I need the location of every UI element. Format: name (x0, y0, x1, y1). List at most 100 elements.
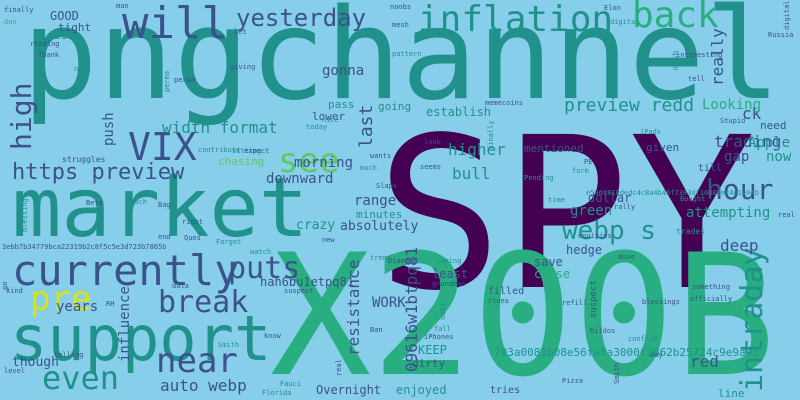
word-iphones: Dildos (590, 327, 616, 335)
word-ban: iPhones (424, 333, 454, 341)
word-now: now (766, 149, 792, 165)
word-pizza: telling (54, 351, 84, 359)
word-nice: nice (322, 116, 339, 124)
word-need: given (646, 141, 680, 154)
word-enjoyed: enjoyed (396, 383, 447, 397)
word-digital: Russia (768, 31, 794, 39)
word-contribute: contribute (198, 146, 241, 154)
word-struggles: struggles (62, 155, 106, 164)
word-perma: giving (230, 63, 256, 71)
word-influence: memecoins (485, 99, 523, 107)
word-last: last (356, 104, 377, 148)
word-793a-hash: tries (490, 385, 521, 396)
word-range: range (354, 193, 397, 209)
word-given: mentioned (524, 142, 584, 155)
word-blessings: blessings (642, 298, 680, 306)
word-attempting: attempting (686, 205, 771, 221)
word-keep: 793a0081b08e56fafa3000f2862b25724c9e9a93 (494, 346, 759, 359)
word-nfts: perma (174, 76, 196, 84)
word-dildos: confirm (628, 335, 658, 343)
word-noobs: mesh (392, 21, 409, 29)
word-real: real (778, 211, 795, 219)
word-bull: bull (452, 164, 491, 183)
word-seems: much (360, 164, 377, 172)
word-expect: expect (244, 147, 270, 155)
word-clues: Ban (370, 326, 383, 334)
word-downward: downward (266, 171, 334, 187)
word-absolutely: absolutely (340, 219, 419, 234)
word-know: know (264, 332, 281, 340)
word-hah6bu1etpq81: hah6bu1etpq81 (260, 275, 354, 289)
word-reach: right (182, 218, 204, 226)
word-looking: Looking (702, 97, 762, 113)
word-morning: morning (294, 155, 354, 171)
word-crazy: crazy (296, 218, 336, 233)
word-good: GOOD (50, 9, 79, 23)
word-x200b: X200B (270, 218, 776, 400)
word-refill: refill (562, 299, 588, 307)
word-spy: SPY (376, 92, 756, 337)
word-line: filled (488, 286, 525, 297)
word-bought: Bought (680, 195, 706, 203)
word-will: will (122, 0, 228, 49)
word-rh: Bets (86, 199, 103, 207)
word-chasing: e59df810dedc4c8a4b46f7383df10888ec4e1e04… (586, 189, 759, 197)
word-russia: noobs (390, 3, 412, 11)
word-trades: chasing (218, 155, 265, 168)
word-pass: pass (328, 98, 355, 111)
word-forget: data (172, 282, 189, 290)
word-wants: Diamond (388, 257, 418, 265)
word-minimum: let (234, 28, 247, 36)
word-even: even (42, 359, 120, 397)
word-may: Bag (158, 201, 171, 209)
word-bets: reach (126, 198, 148, 206)
word-level: kind (6, 287, 23, 295)
word-support: support (10, 302, 272, 375)
word-trend: trend (370, 254, 392, 262)
word-least: least (432, 267, 469, 281)
word-bag: Slaps (376, 182, 398, 190)
word-jpow: Pizza (562, 377, 584, 385)
word-officially: officially (690, 295, 733, 303)
word-us: us (52, 27, 69, 43)
word-smith: level (4, 367, 26, 375)
word-day: day (650, 351, 663, 359)
word-nothing: line (718, 387, 745, 400)
word-years: years (56, 299, 99, 315)
word-mesh: pattern (392, 50, 422, 58)
word-giving: Elon (604, 4, 621, 12)
word-vix: VIX (128, 125, 197, 169)
word-ipads: Stupid (720, 117, 746, 125)
word-minutes: minutes (356, 208, 403, 221)
word-close: close (534, 267, 571, 281)
word-intraday: intraday (735, 247, 770, 393)
word-push: dirty (412, 357, 446, 370)
word-florida: Fauci (280, 380, 302, 388)
word-though: though (12, 355, 59, 370)
word-algos: blessings (21, 194, 29, 232)
word-till: need (760, 119, 787, 132)
word-going: going (378, 100, 412, 113)
word-https-preview: https preview (12, 160, 185, 185)
word-hedge: hedge (566, 243, 603, 257)
word-deep: deep (720, 236, 759, 255)
word-equities: equities (578, 232, 612, 240)
word-pngchannel: pngchannel (22, 0, 781, 128)
word-gonna: gonna (322, 63, 365, 79)
word-man: digital (610, 18, 640, 26)
word-dropped: don (4, 18, 17, 26)
word-thank: perma (163, 70, 171, 92)
word-trading: trading (714, 132, 782, 151)
word-look: seems (420, 163, 442, 171)
word-low: push (101, 112, 117, 146)
word-reading: nfts (74, 65, 91, 73)
word-work: WORK (372, 295, 406, 311)
word-inflation: inflation (418, 0, 614, 40)
word-preview-redd: preview redd (564, 95, 695, 116)
word-data: suspect (284, 287, 314, 295)
word-apple: Apple (748, 135, 791, 151)
word-high: high (5, 82, 38, 150)
word-tight: tight (58, 21, 92, 34)
word-tell: interesting (676, 51, 723, 59)
word-pattinson: tell (688, 75, 705, 83)
